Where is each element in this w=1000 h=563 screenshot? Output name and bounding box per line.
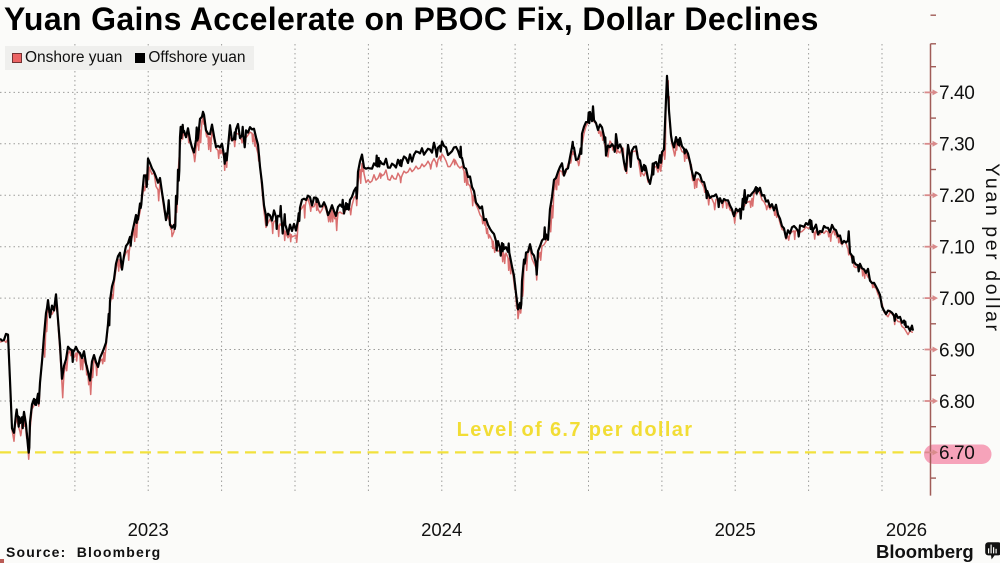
svg-text:2026: 2026 — [886, 519, 927, 540]
svg-text:2025: 2025 — [715, 519, 756, 540]
svg-text:6.90: 6.90 — [939, 340, 974, 361]
svg-text:6.70: 6.70 — [939, 443, 974, 464]
svg-text:7.30: 7.30 — [939, 135, 974, 156]
svg-text:7.10: 7.10 — [939, 238, 974, 259]
svg-text:7.40: 7.40 — [939, 83, 974, 104]
svg-text:6.80: 6.80 — [939, 392, 974, 413]
svg-text:Level of 6.7 per dollar: Level of 6.7 per dollar — [457, 419, 694, 441]
svg-text:2024: 2024 — [421, 519, 462, 540]
svg-text:Yuan per dollar: Yuan per dollar — [981, 163, 1000, 333]
svg-text:7.20: 7.20 — [939, 186, 974, 207]
svg-text:2023: 2023 — [128, 519, 169, 540]
svg-text:7.00: 7.00 — [939, 289, 974, 310]
